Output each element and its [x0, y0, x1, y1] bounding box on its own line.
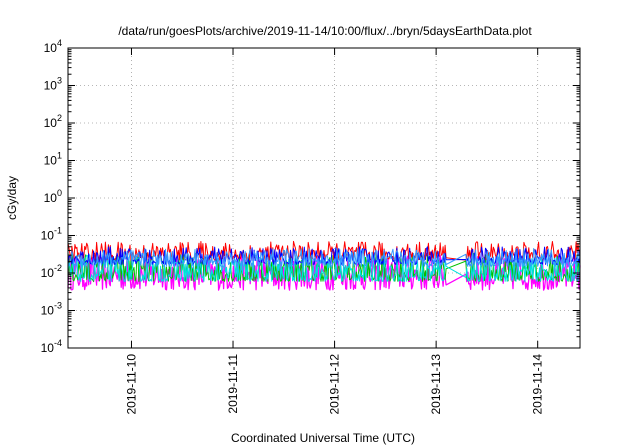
y-tick-label: 104: [44, 38, 62, 55]
series-layer: [67, 240, 581, 291]
y-tick-label: 10-3: [41, 301, 62, 318]
x-tick-label: 2019-11-10: [124, 354, 138, 415]
series-line: [67, 246, 581, 265]
y-tick-label: 10-2: [41, 263, 62, 280]
x-tick-label: 2019-11-12: [328, 354, 342, 415]
x-tick-label: 2019-11-13: [429, 354, 443, 415]
y-tick-label: 102: [44, 113, 62, 130]
y-tick-label: 103: [44, 76, 62, 93]
x-tick-label: 2019-11-11: [226, 354, 240, 414]
series-line: [67, 248, 581, 267]
y-tick-label: 10-1: [41, 226, 62, 243]
series-line: [67, 254, 581, 282]
y-tick-label: 10-4: [41, 338, 62, 355]
chart-title: /data/run/goesPlots/archive/2019-11-14/1…: [118, 24, 532, 38]
grid-lines: [68, 47, 580, 349]
y-tick-label: 100: [44, 188, 62, 205]
x-tick-label: 2019-11-14: [531, 354, 545, 415]
x-axis-label: Coordinated Universal Time (UTC): [231, 431, 415, 445]
x-axis: 2019-11-10 2019-11-11 2019-11-12 2019-11-13…: [124, 48, 545, 415]
y-axis: 10-4 10-3 10-2 10-1 100 101 102 103 104: [41, 38, 580, 355]
y-axis-label: cGy/day: [5, 176, 19, 220]
y-tick-label: 101: [44, 151, 62, 168]
